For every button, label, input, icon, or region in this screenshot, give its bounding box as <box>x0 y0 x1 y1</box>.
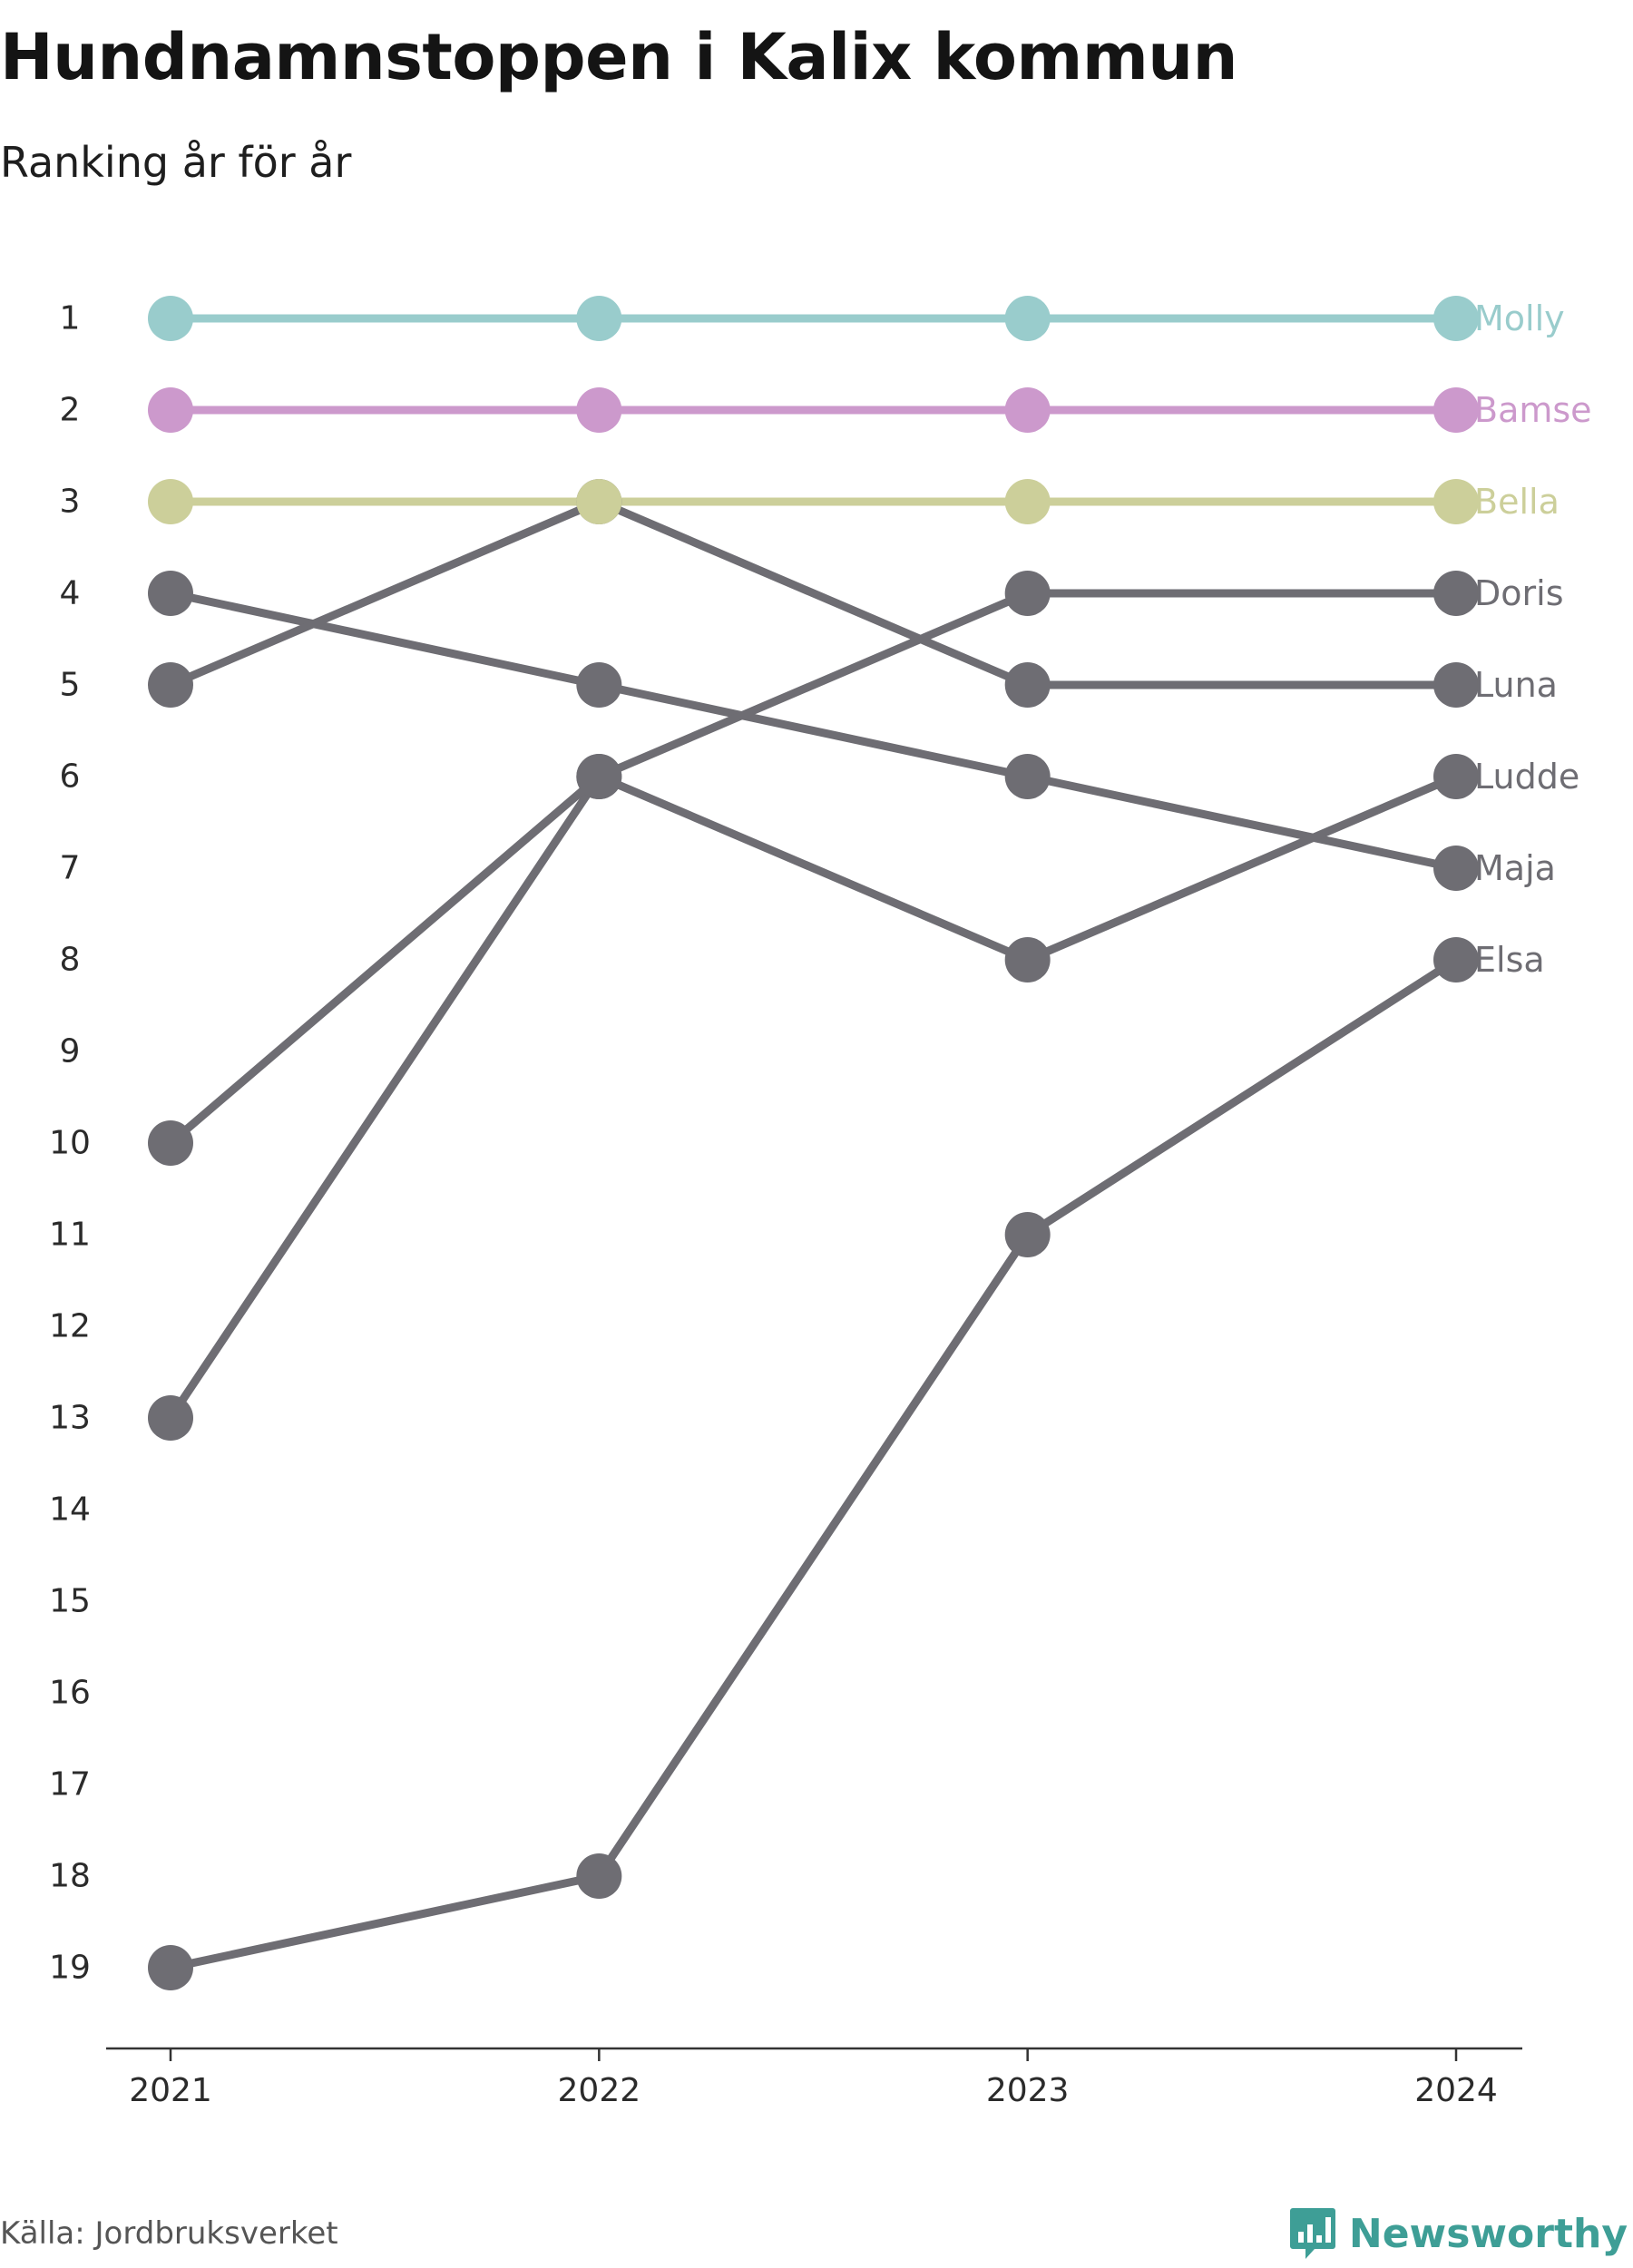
x-tick-label: 2021 <box>129 2072 212 2109</box>
series-point-doris <box>148 1120 193 1166</box>
series-point-maja <box>148 571 193 616</box>
series-label-ludde: Ludde <box>1474 757 1579 797</box>
y-tick-label: 9 <box>60 1033 81 1070</box>
series-label-luna: Luna <box>1474 665 1558 705</box>
series-label-bamse: Bamse <box>1474 390 1592 430</box>
y-tick-label: 7 <box>60 850 81 887</box>
series-point-luna <box>1433 662 1479 708</box>
series-point-elsa <box>148 1945 193 1990</box>
y-tick-label: 13 <box>49 1400 91 1437</box>
y-tick-label: 8 <box>60 942 81 979</box>
series-point-molly <box>1004 296 1051 341</box>
series-line-ludde <box>166 772 1461 1422</box>
series-point-molly <box>576 296 622 341</box>
series-points <box>148 296 1479 1990</box>
y-tick-label: 3 <box>60 484 81 521</box>
series-point-bamse <box>1433 387 1479 433</box>
series-point-bamse <box>1004 387 1051 433</box>
newsworthy-logo-icon <box>1289 2208 1335 2259</box>
series-lines <box>166 314 1461 1972</box>
series-point-bella <box>1004 479 1051 524</box>
series-point-bamse <box>576 387 622 433</box>
y-tick-label: 4 <box>60 575 81 612</box>
y-tick-label: 1 <box>60 300 81 337</box>
series-point-doris <box>576 754 622 799</box>
series-point-ludde <box>1433 754 1479 799</box>
y-tick-label: 6 <box>60 758 81 796</box>
series-line-maja <box>166 589 1461 873</box>
y-tick-label: 2 <box>60 392 81 429</box>
series-point-bella <box>148 479 193 524</box>
series-point-luna <box>1004 662 1051 708</box>
series-point-elsa <box>1433 937 1479 982</box>
chart-title: Hundnamnstoppen i Kalix kommun <box>0 20 1237 94</box>
series-point-bella <box>576 479 622 524</box>
brand-logo: Newsworthy <box>1289 2206 1628 2261</box>
series-point-bella <box>1433 479 1479 524</box>
x-tick-label: 2024 <box>1414 2072 1498 2109</box>
source-note: Källa: Jordbruksverket <box>0 2215 338 2252</box>
y-tick-label: 5 <box>60 667 81 704</box>
series-label-molly: Molly <box>1474 298 1565 338</box>
series-line-doris <box>166 589 1461 1148</box>
x-tick-label: 2023 <box>986 2072 1070 2109</box>
series-line-elsa <box>166 955 1461 1972</box>
series-label-doris: Doris <box>1474 573 1564 613</box>
series-labels: Elsa Maja Ludde Luna Doris Bella Bamse Molly <box>1474 298 1592 980</box>
series-point-doris <box>1433 571 1479 616</box>
y-tick-label: 17 <box>49 1766 91 1804</box>
series-point-ludde <box>1004 937 1051 982</box>
series-label-elsa: Elsa <box>1474 940 1545 980</box>
series-point-doris <box>1004 571 1051 616</box>
y-tick-label: 12 <box>49 1308 91 1345</box>
y-tick-label: 18 <box>49 1858 91 1895</box>
x-axis: 2021 2022 2023 2024 <box>106 2047 1522 2109</box>
series-point-maja <box>1433 846 1479 891</box>
series-point-molly <box>1433 296 1479 341</box>
y-tick-label: 10 <box>49 1125 91 1162</box>
brand-name: Newsworthy <box>1348 2210 1628 2257</box>
series-point-elsa <box>1004 1212 1051 1257</box>
series-point-elsa <box>576 1853 622 1899</box>
series-point-ludde <box>148 1395 193 1441</box>
y-tick-label: 14 <box>49 1491 91 1529</box>
series-point-maja <box>576 662 622 708</box>
y-tick-label: 15 <box>49 1583 91 1620</box>
chart-subtitle: Ranking år för år <box>0 138 352 187</box>
x-tick-label: 2022 <box>558 2072 641 2109</box>
y-tick-label: 19 <box>49 1950 91 1987</box>
series-line-luna <box>166 497 1461 689</box>
series-point-molly <box>148 296 193 341</box>
series-point-maja <box>1004 754 1051 799</box>
y-tick-label: 16 <box>49 1675 91 1712</box>
series-label-bella: Bella <box>1474 482 1560 522</box>
series-point-bamse <box>148 387 193 433</box>
y-tick-label: 11 <box>49 1217 91 1254</box>
series-label-maja: Maja <box>1474 848 1556 888</box>
series-point-luna <box>148 662 193 708</box>
